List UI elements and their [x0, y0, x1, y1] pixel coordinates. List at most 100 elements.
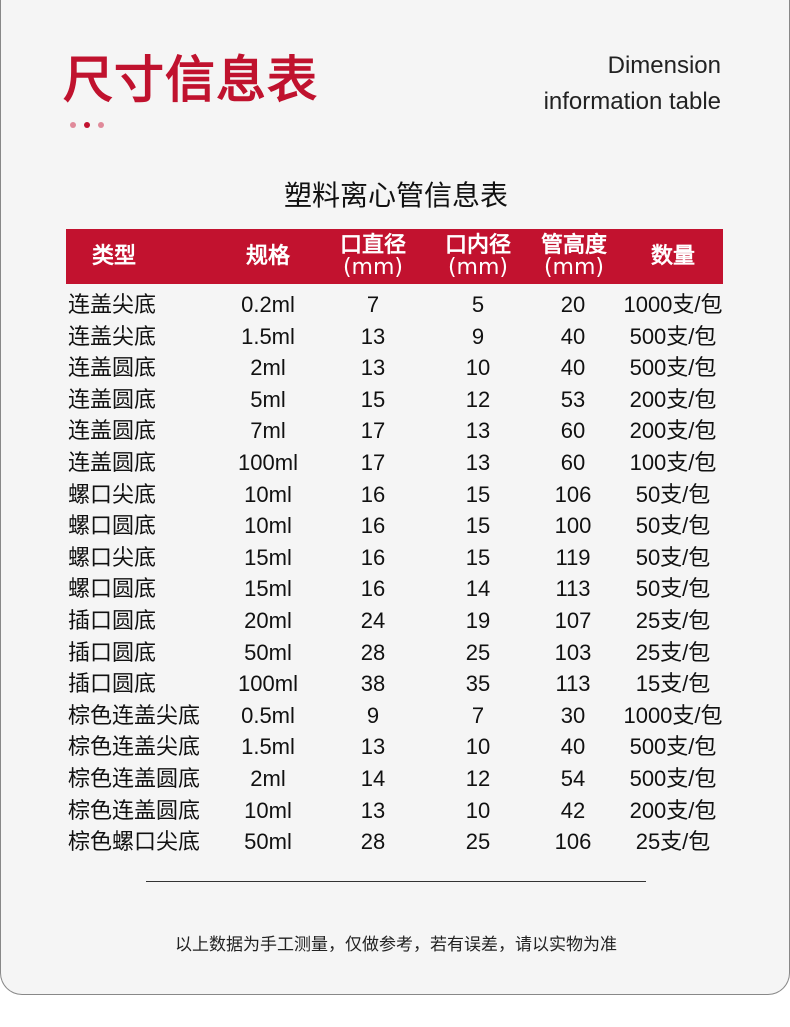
table-cell: 13 [360, 355, 386, 381]
table-row: 螺口圆底 15ml 16 14 113 50支/包 [66, 573, 726, 605]
table-cell: 50支/包 [635, 481, 711, 507]
table-cell: 7 [471, 702, 485, 728]
table-cell: 25 [465, 829, 491, 855]
dot-icon [84, 122, 90, 128]
table-cell: 插口圆底 [68, 607, 157, 633]
table-cell: 50支/包 [635, 513, 711, 539]
table-cell: 螺口圆底 [68, 513, 157, 539]
table-row: 棕色连盖圆底 2ml 14 12 54 500支/包 [66, 763, 726, 795]
table-cell: 100ml [238, 671, 298, 697]
table-cell: 15 [360, 386, 386, 412]
table-cell: 10ml [244, 797, 292, 823]
table-cell: 连盖尖底 [68, 292, 157, 317]
table-cell: 9 [366, 702, 380, 728]
table-cell: 25支/包 [635, 607, 711, 633]
table-cell: 插口圆底 [68, 671, 157, 697]
table-row: 连盖尖底 0.2ml 7 5 20 1000支/包 [66, 289, 726, 321]
table-cell: 棕色连盖圆底 [68, 765, 201, 791]
table-cell: 1000支/包 [623, 292, 723, 317]
table-cell: 5 [471, 292, 485, 317]
page-title: 尺寸信息表 [63, 51, 318, 109]
table-cell: 103 [554, 639, 592, 665]
table-cell: 25 [465, 639, 491, 665]
table-cell: 16 [360, 513, 386, 539]
table-cell: 棕色连盖尖底 [68, 734, 201, 760]
info-card: 尺寸信息表 Dimension information table 塑料离心管信… [0, 0, 790, 995]
table-cell: 53 [560, 386, 586, 412]
table-cell: 100支/包 [629, 449, 717, 475]
table-cell: 10 [465, 355, 491, 381]
column-header: 规格 [246, 229, 290, 284]
table-header: 类型 规格 口直径 (mm) 口内径 (mm) 管高度 (mm) 数量 [66, 229, 723, 284]
column-label: 规格 [245, 243, 291, 269]
table-cell: 107 [554, 607, 592, 633]
column-label: 数量 [650, 243, 696, 269]
table-cell: 连盖圆底 [68, 418, 157, 444]
table-cell: 113 [555, 576, 591, 602]
table-cell: 50支/包 [635, 576, 711, 602]
table-cell: 13 [360, 323, 386, 349]
table-cell: 10 [465, 797, 491, 823]
column-label: 管高度 [540, 232, 608, 258]
table-title: 塑料离心管信息表 [283, 179, 508, 212]
disclaimer-note: 以上数据为手工测量，仅做参考，若有误差，请以实物为准 [175, 935, 617, 955]
table-cell: 40 [560, 734, 586, 760]
table-cell: 螺口尖底 [68, 481, 157, 507]
table-cell: 38 [360, 671, 386, 697]
table-cell: 106 [554, 481, 592, 507]
column-label: 口直径 [339, 232, 407, 258]
table-cell: 200支/包 [629, 386, 717, 412]
table-cell: 10ml [244, 513, 292, 539]
table-row: 棕色连盖尖底 1.5ml 13 10 40 500支/包 [66, 731, 726, 763]
column-label: 口内径 [444, 232, 512, 258]
table-cell: 25支/包 [635, 829, 711, 855]
dot-icon [98, 122, 104, 128]
table-cell: 9 [471, 323, 485, 349]
table-cell: 棕色连盖圆底 [68, 797, 201, 823]
table-cell: 25支/包 [635, 639, 711, 665]
table-cell: 13 [465, 418, 491, 444]
table-row: 连盖圆底 7ml 17 13 60 200支/包 [66, 415, 726, 447]
english-subtitle: Dimension information table [544, 48, 721, 120]
table-cell: 54 [560, 765, 586, 791]
table-cell: 12 [465, 386, 491, 412]
table-row: 插口圆底 20ml 24 19 107 25支/包 [66, 605, 726, 637]
column-unit: (mm) [342, 254, 404, 280]
table-cell: 棕色连盖尖底 [68, 702, 201, 728]
table-cell: 0.5ml [241, 702, 295, 728]
table-cell: 2ml [250, 355, 286, 381]
table-cell: 500支/包 [629, 355, 717, 381]
table-cell: 13 [360, 797, 386, 823]
table-cell: 15ml [244, 544, 292, 570]
table-cell: 螺口尖底 [68, 544, 157, 570]
table-cell: 1.5ml [241, 323, 295, 349]
table-cell: 7 [366, 292, 380, 317]
table-cell: 20ml [244, 607, 292, 633]
table-cell: 50ml [244, 639, 292, 665]
table-cell: 插口圆底 [68, 639, 157, 665]
english-subtitle-line1: Dimension [607, 52, 721, 79]
table-row: 螺口尖底 10ml 16 15 106 50支/包 [66, 479, 726, 511]
column-unit: (mm) [543, 254, 605, 280]
table-cell: 17 [360, 449, 386, 475]
column-header: 管高度 (mm) [541, 229, 607, 284]
table-row: 棕色连盖尖底 0.5ml 9 7 30 1000支/包 [66, 700, 726, 732]
table-row: 连盖圆底 100ml 17 13 60 100支/包 [66, 447, 726, 479]
table-row: 螺口圆底 10ml 16 15 100 50支/包 [66, 510, 726, 542]
table-cell: 20 [560, 292, 586, 317]
table-row: 插口圆底 100ml 38 35 113 15支/包 [66, 668, 726, 700]
table-cell: 13 [360, 734, 386, 760]
table-row: 连盖圆底 2ml 13 10 40 500支/包 [66, 352, 726, 384]
table-cell: 500支/包 [629, 323, 717, 349]
table-cell: 2ml [250, 765, 286, 791]
table-row: 棕色螺口尖底 50ml 28 25 106 25支/包 [66, 826, 726, 858]
table-row: 连盖圆底 5ml 15 12 53 200支/包 [66, 384, 726, 416]
table-cell: 1.5ml [241, 734, 295, 760]
table-cell: 119 [555, 544, 591, 570]
table-cell: 连盖圆底 [68, 386, 157, 412]
table-cell: 100ml [238, 449, 298, 475]
dot-icon [70, 122, 76, 128]
table-cell: 60 [560, 418, 586, 444]
table-cell: 5ml [250, 386, 286, 412]
table-cell: 28 [360, 829, 386, 855]
